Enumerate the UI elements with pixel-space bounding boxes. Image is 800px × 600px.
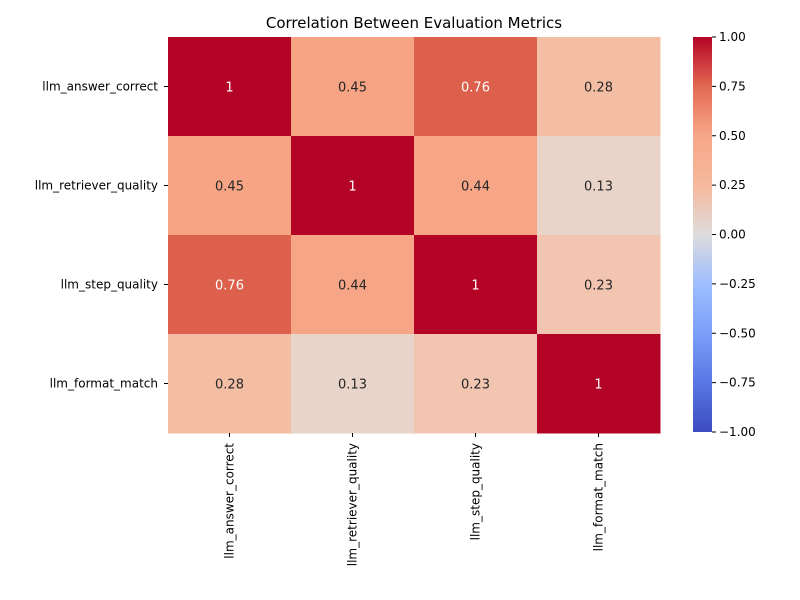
cell-annotation: 1 bbox=[348, 180, 356, 195]
colorbar-ticks: 1.00 0.75 0.50 0.25 0.00 −0.25 −0.50 −0.75 −1.00 bbox=[712, 30, 756, 439]
heatmap-cell bbox=[168, 37, 292, 137]
heatmap-cell bbox=[414, 235, 538, 335]
heatmap-cell bbox=[291, 37, 415, 137]
y-tick-label: llm_retriever_quality bbox=[35, 179, 158, 193]
cell-annotation: 0.45 bbox=[215, 180, 244, 195]
colorbar bbox=[693, 37, 712, 432]
heatmap-cell bbox=[168, 235, 292, 335]
y-axis-ticks: llm_answer_correct llm_retriever_qualityl… bbox=[35, 80, 168, 391]
y-tick-label: llm_answer_correct bbox=[42, 80, 158, 94]
y-tick-label: llm_format_match bbox=[50, 377, 158, 391]
cell-annotation: 0.23 bbox=[461, 378, 490, 393]
heatmap-cell bbox=[291, 136, 415, 236]
cell-annotation: 0.13 bbox=[584, 180, 613, 195]
heatmap-cell bbox=[414, 37, 538, 137]
heatmap-cell bbox=[537, 37, 661, 137]
colorbar-tick-label: 0.25 bbox=[719, 178, 746, 192]
colorbar-tick-label: −0.50 bbox=[719, 326, 756, 340]
cell-annotation: 0.76 bbox=[215, 279, 244, 294]
cell-annotation: 1 bbox=[594, 378, 602, 393]
heatmap-cells bbox=[168, 37, 661, 434]
heatmap-cell bbox=[537, 136, 661, 236]
heatmap-cell bbox=[414, 136, 538, 236]
heatmap-cell bbox=[291, 235, 415, 335]
cell-annotation: 0.28 bbox=[215, 378, 244, 393]
cell-annotation: 1 bbox=[225, 81, 233, 96]
cell-annotation: 0.23 bbox=[584, 279, 613, 294]
x-tick-label: llm_format_match bbox=[592, 443, 606, 551]
cell-annotation: 0.28 bbox=[584, 81, 613, 96]
colorbar-tick-label: 0.00 bbox=[719, 228, 746, 242]
cell-annotation: 0.45 bbox=[338, 81, 367, 96]
y-tick-label: llm_step_quality bbox=[61, 278, 158, 292]
x-tick-label: llm_retriever_quality bbox=[346, 443, 360, 566]
x-tick-label: llm_answer_correct bbox=[223, 443, 237, 559]
cell-annotations: 1 0.45 0.76 0.28 0.45 1 0.44 0.13 0.76 0.44 1 0.23 0… bbox=[215, 81, 613, 393]
colorbar-tick-label: −0.75 bbox=[719, 376, 756, 390]
colorbar-tick-label: 0.75 bbox=[719, 79, 746, 93]
cell-annotation: 0.44 bbox=[338, 279, 367, 294]
colorbar-tick-label: −1.00 bbox=[719, 425, 756, 439]
heatmap-cell bbox=[291, 334, 415, 434]
heatmap-cell bbox=[537, 235, 661, 335]
heatmap-cell bbox=[414, 334, 538, 434]
cell-annotation: 0.76 bbox=[461, 81, 490, 96]
heatmap-cell bbox=[168, 136, 292, 236]
colorbar-tick-label: −0.25 bbox=[719, 277, 756, 291]
cell-annotation: 0.13 bbox=[338, 378, 367, 393]
colorbar-tick-label: 1.00 bbox=[719, 30, 746, 44]
x-axis-ticks: llm_answer_correct llm_retriever_quality l… bbox=[223, 433, 606, 566]
colorbar-tick-label: 0.50 bbox=[719, 129, 746, 143]
cell-annotation: 0.44 bbox=[461, 180, 490, 195]
cell-annotation: 1 bbox=[471, 279, 479, 294]
chart-title: Correlation Between Evaluation Metrics bbox=[266, 14, 562, 32]
heatmap-cell bbox=[537, 334, 661, 434]
heatmap-cell bbox=[168, 334, 292, 434]
x-tick-label: llm_step_quality bbox=[469, 443, 483, 540]
